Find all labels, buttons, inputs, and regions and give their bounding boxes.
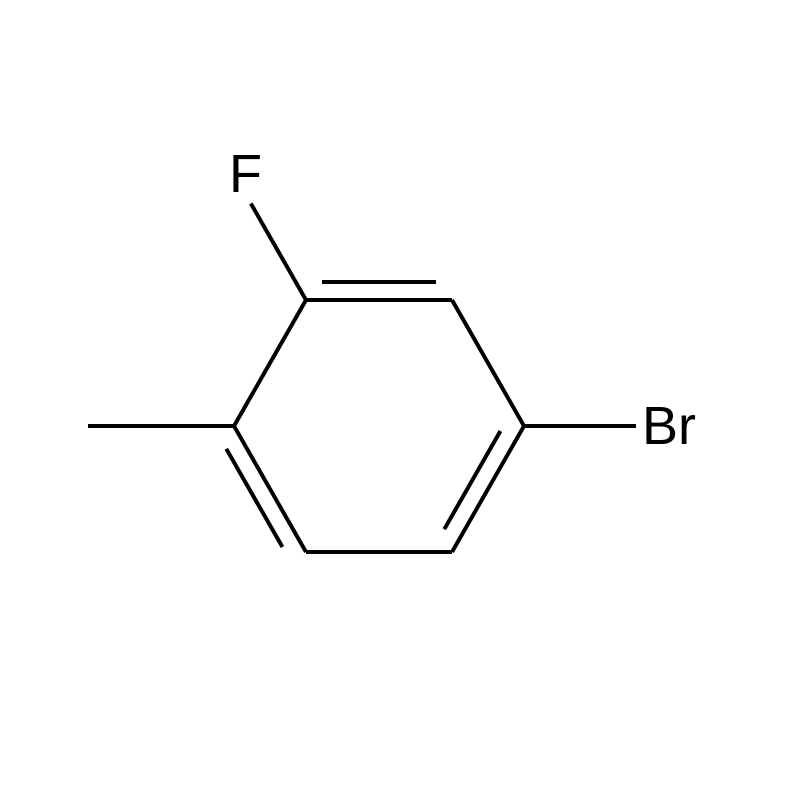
molecule-diagram: F Br [0,0,800,800]
bond-line [234,300,306,426]
atom-label-br: Br [642,396,696,456]
bond-line [251,204,306,300]
bond-line [452,300,524,426]
atom-label-f: F [229,144,262,204]
bond-line [452,426,524,552]
bond-line [234,426,306,552]
